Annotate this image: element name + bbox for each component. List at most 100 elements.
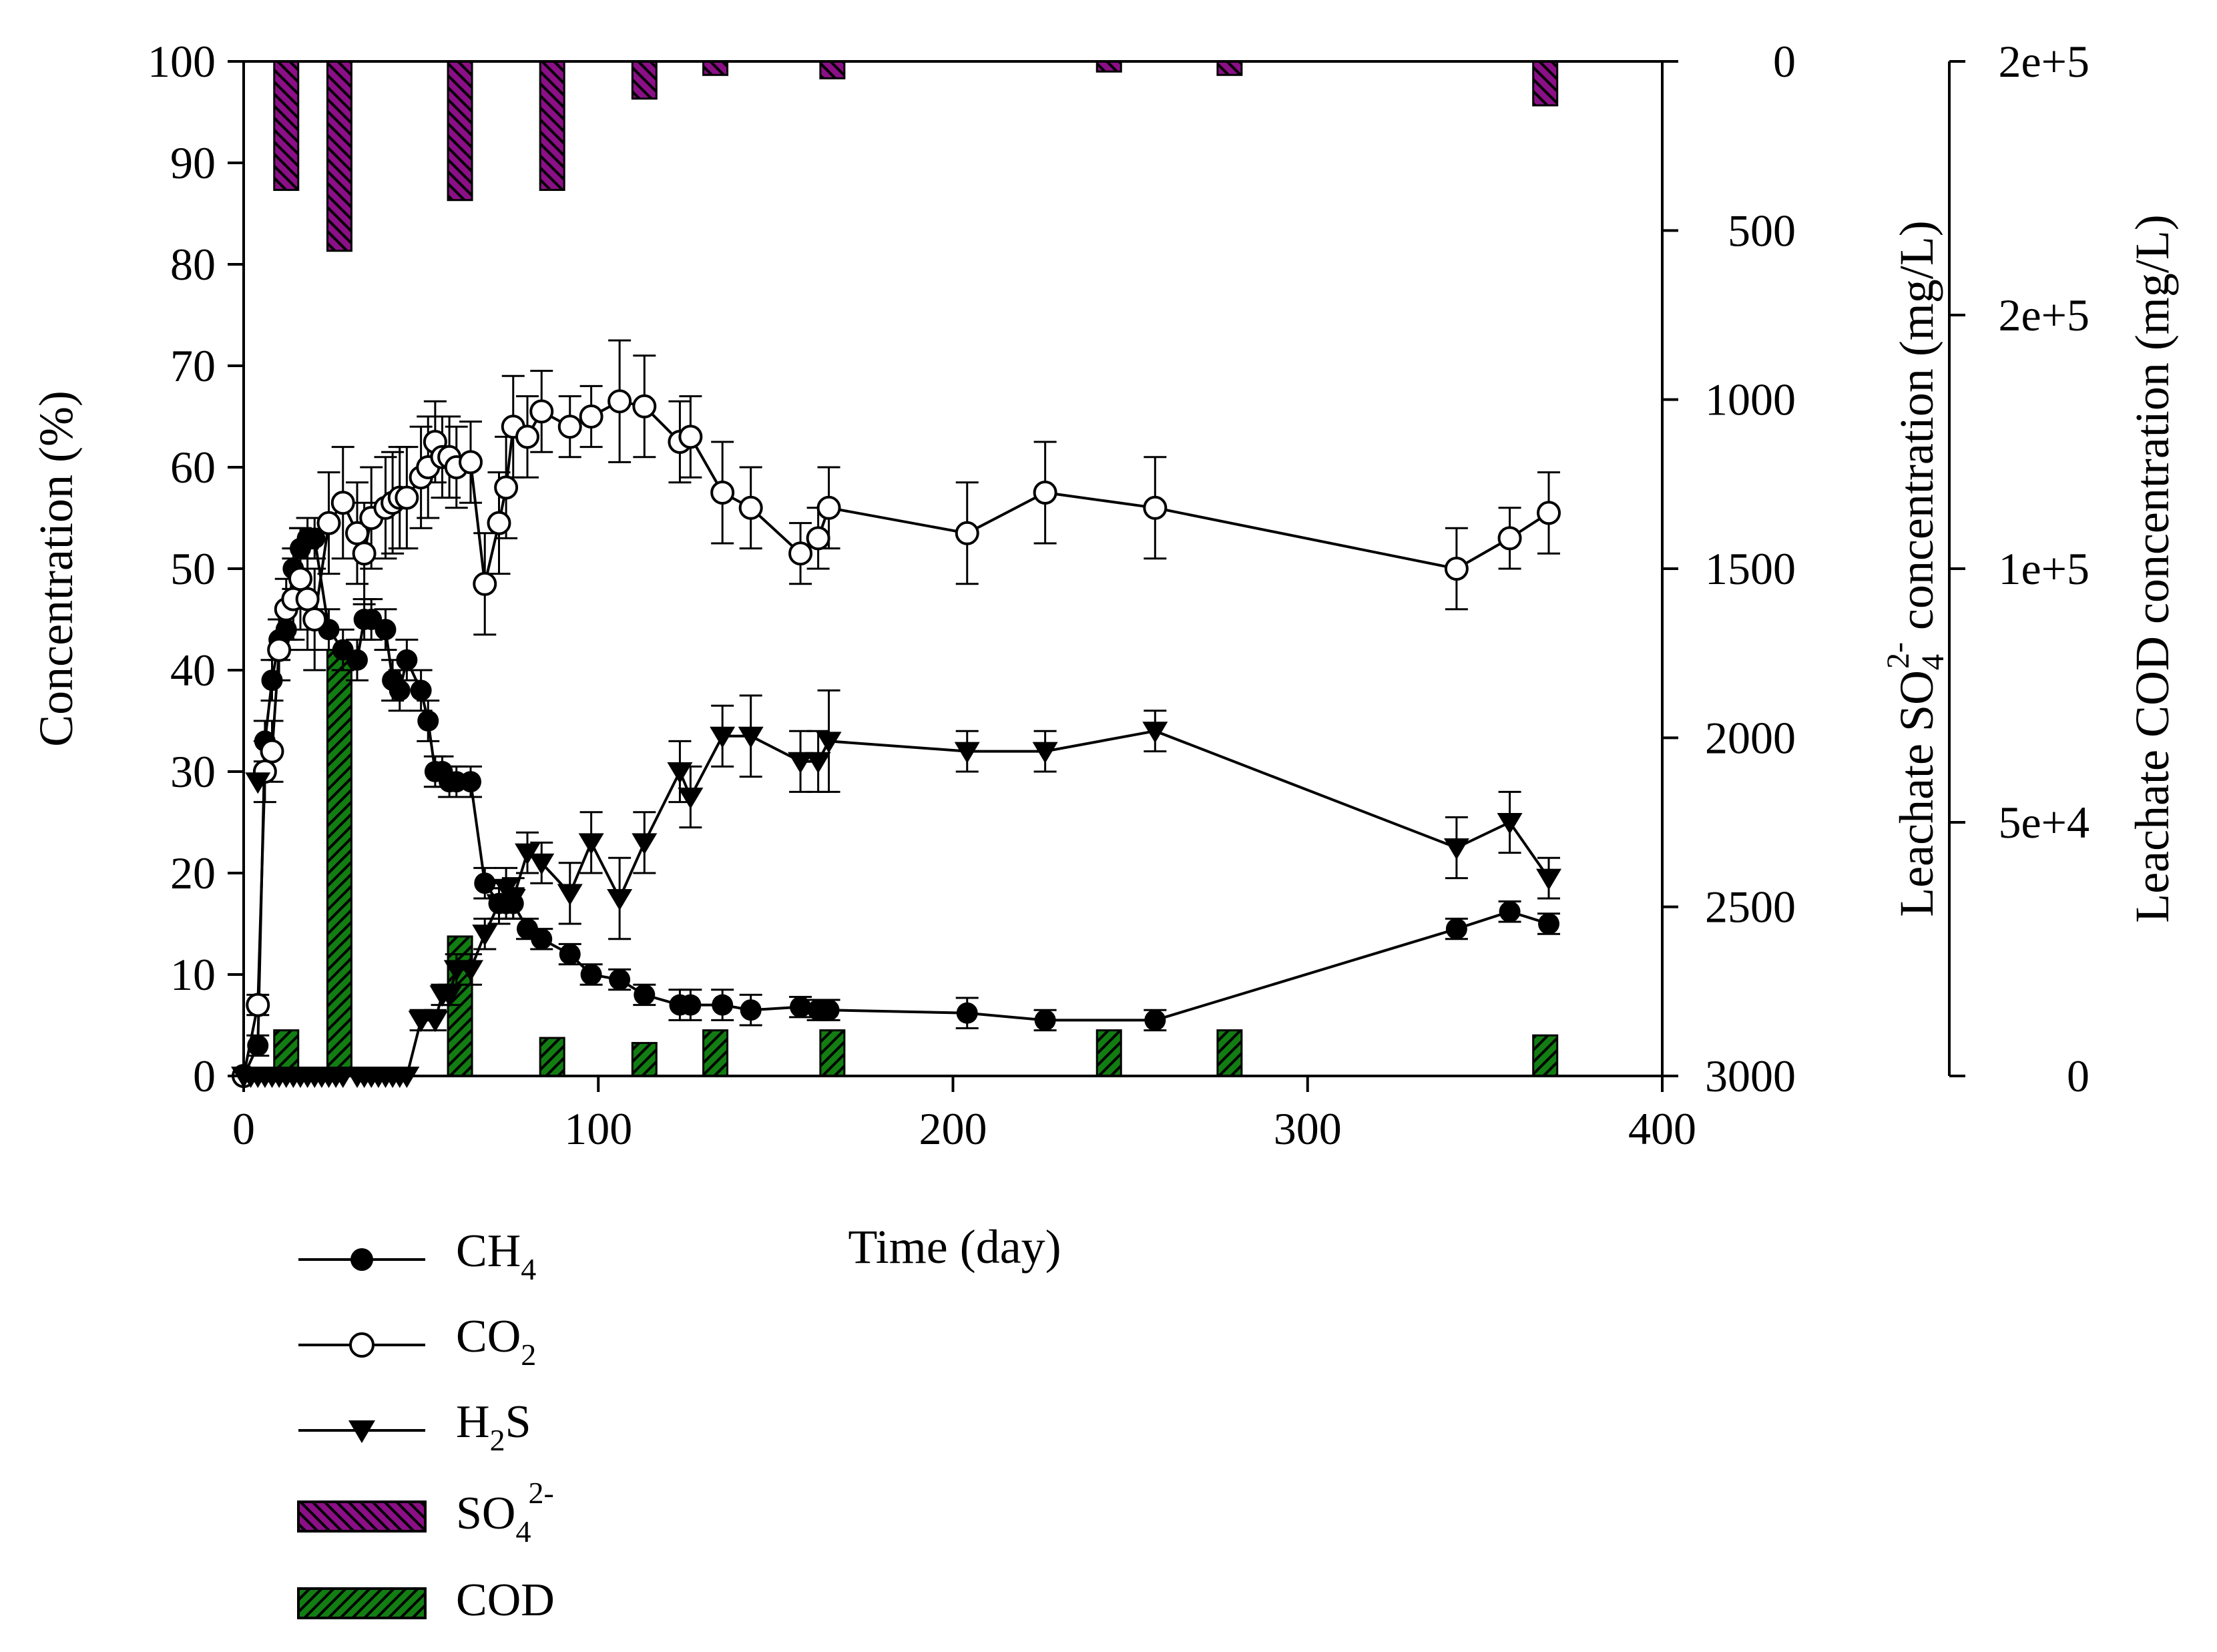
cod-bar	[1216, 1029, 1243, 1077]
h2s-point	[422, 1011, 448, 1033]
cod-bar	[702, 1029, 729, 1077]
y-right-tick-label: 2e+5	[1998, 290, 2089, 340]
legend-item-ch4: CH4	[298, 1225, 536, 1286]
svg-text:COD: COD	[456, 1575, 555, 1626]
so4-bar	[1532, 60, 1559, 107]
ch4-point	[531, 928, 553, 950]
ch4-point	[275, 619, 297, 641]
ch4-point	[1499, 900, 1521, 922]
so4-bar	[326, 60, 352, 252]
ch4-point	[634, 984, 656, 1006]
so4-bar	[539, 60, 565, 192]
co2-point	[1497, 526, 1522, 551]
y-mid-tick-label: 1000	[1705, 374, 1796, 425]
h2s-point	[678, 788, 704, 809]
ch4-point	[740, 999, 762, 1021]
ch4-point	[580, 964, 602, 985]
ch4-point	[304, 527, 326, 549]
h2s-point	[458, 960, 483, 982]
co2-point	[955, 521, 979, 545]
co2-point	[302, 607, 327, 631]
co2-point	[1033, 481, 1057, 505]
y-left-tick-label: 20	[170, 848, 216, 898]
y-left-axis-title: Concentration (%)	[29, 390, 83, 747]
ch4-point	[1144, 1009, 1166, 1031]
x-tick-label: 300	[1274, 1103, 1342, 1154]
y-mid-tick-label: 2000	[1705, 712, 1796, 763]
h2s-point	[1497, 813, 1523, 834]
svg-text:H2S: H2S	[456, 1396, 531, 1457]
co2-point	[529, 399, 554, 424]
co2-point	[494, 475, 519, 500]
h2s-point	[1142, 722, 1168, 744]
ch4-point	[559, 943, 581, 965]
h2s-point	[816, 732, 842, 754]
legend-item-co2: CO2	[298, 1311, 536, 1372]
h2s-point	[788, 752, 814, 774]
ch4-point	[474, 872, 496, 894]
h2s-point	[667, 762, 693, 784]
h2s-marker-icon	[348, 1420, 375, 1443]
ch4-point	[417, 710, 439, 732]
so4-bar	[702, 60, 729, 76]
h2s-point	[738, 726, 764, 748]
y-right-tick-label: 1e+5	[1998, 543, 2089, 594]
y-mid-tick-label: 0	[1773, 36, 1796, 87]
cod-swatch-icon	[297, 1587, 427, 1619]
so4-bar	[273, 60, 300, 192]
ch4-point	[1538, 913, 1559, 934]
y-left-tick-label: 50	[170, 543, 216, 594]
bars-layer	[273, 60, 1559, 1077]
y-mid-tick-label: 500	[1728, 205, 1796, 256]
h2s-point	[607, 889, 633, 910]
legend-item-cod: COD	[297, 1575, 555, 1626]
h2s-point	[1032, 742, 1058, 764]
co2-point	[788, 541, 813, 566]
x-tick-label: 400	[1628, 1103, 1696, 1154]
h2s-point	[1443, 838, 1469, 860]
ch4-point	[460, 771, 481, 793]
h2s-point	[632, 833, 658, 855]
x-tick-label: 0	[232, 1103, 255, 1154]
h2s-point	[578, 833, 604, 855]
ch4-point	[956, 1002, 978, 1024]
h2s-point	[472, 924, 498, 946]
co2-point	[260, 739, 284, 764]
h2s-point	[500, 889, 526, 910]
h2s-point	[1536, 868, 1561, 890]
y-mid-tick-label: 2500	[1705, 882, 1796, 932]
ch4-point	[712, 994, 734, 1016]
y-right-tick-label: 5e+4	[1998, 797, 2089, 848]
legend-item-so4: SO42-	[297, 1476, 554, 1549]
co2-point	[1143, 495, 1168, 520]
cod-bar	[1095, 1029, 1122, 1077]
y-right-tick-label: 2e+5	[1998, 36, 2089, 87]
ch4-point	[346, 649, 368, 671]
co2-point	[246, 993, 270, 1017]
co2-point	[330, 491, 355, 515]
cod-bar	[539, 1037, 565, 1077]
h2s-point	[245, 772, 271, 794]
so4-bar	[1216, 60, 1243, 76]
x-tick-label: 200	[919, 1103, 987, 1154]
so4-swatch-icon	[297, 1500, 427, 1533]
so4-bar	[631, 60, 658, 100]
so4-bar	[447, 60, 473, 202]
co2-marker-icon	[349, 1332, 375, 1358]
cod-bar	[819, 1029, 846, 1077]
co2-point	[579, 404, 603, 429]
y-left-tick-label: 70	[170, 340, 216, 391]
cod-bar	[326, 649, 352, 1077]
legend-item-h2s: H2S	[298, 1396, 531, 1457]
legend: CH4 CO2 H2S SO42- COD	[297, 1225, 555, 1626]
y-left-tick-label: 40	[170, 645, 216, 696]
ch4-point	[389, 679, 411, 702]
y-right-axis-title: Leachate COD concentration (mg/L)	[2126, 214, 2179, 923]
svg-text:CH4: CH4	[456, 1225, 536, 1286]
co2-point	[1444, 557, 1469, 581]
y-mid-tick-label: 1500	[1705, 543, 1796, 594]
h2s-point	[486, 894, 512, 916]
h2s-point	[515, 843, 540, 865]
y-left-tick-label: 60	[170, 442, 216, 493]
